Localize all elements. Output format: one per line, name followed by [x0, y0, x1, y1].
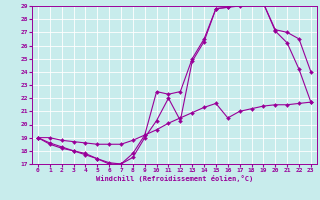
X-axis label: Windchill (Refroidissement éolien,°C): Windchill (Refroidissement éolien,°C): [96, 175, 253, 182]
